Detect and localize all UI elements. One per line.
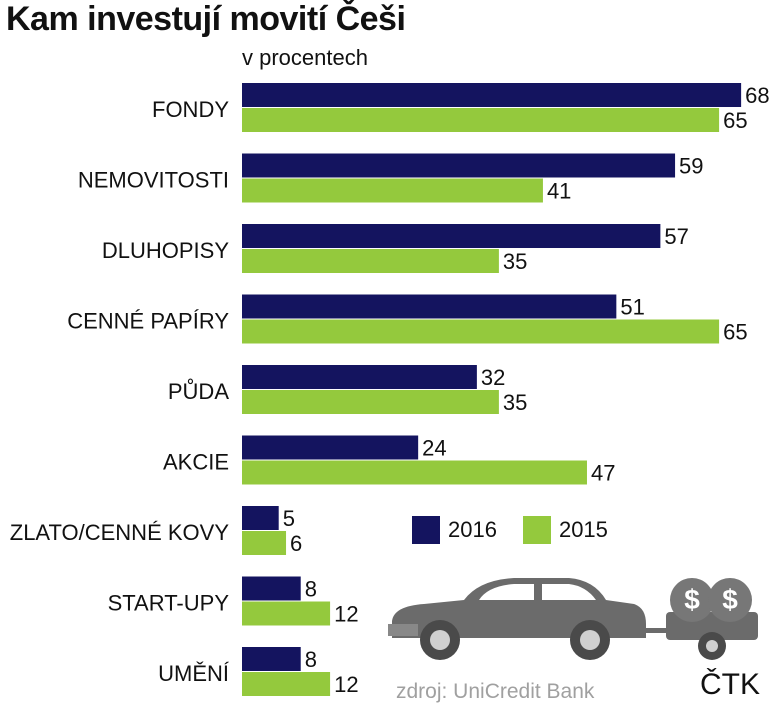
bars-group	[242, 83, 742, 696]
legend-swatch-2016	[412, 516, 440, 544]
value-label-nemovitosti-2015: 41	[547, 179, 571, 204]
value-label-cenne-papiry-2016: 51	[620, 295, 644, 320]
car-with-money-trailer-icon: $ $	[388, 578, 758, 660]
value-label-cenne-papiry-2015: 65	[723, 320, 747, 345]
category-label-akcie: AKCIE	[163, 450, 229, 475]
bar-cenne-papiry-2016	[242, 294, 617, 319]
bar-start-upy-2016	[242, 576, 301, 601]
bar-umeni-2016	[242, 647, 301, 671]
value-label-puda-2015: 35	[503, 390, 527, 415]
bar-dluhopisy-2015	[242, 249, 499, 273]
value-label-zlato-cenne-kovy-2015: 6	[290, 531, 302, 556]
value-label-start-upy-2016: 8	[305, 577, 317, 602]
value-label-umeni-2016: 8	[305, 647, 317, 672]
bar-akcie-2015	[242, 460, 587, 485]
agency-logo-text: ČTK	[700, 668, 760, 701]
category-label-zlato-cenne-kovy: ZLATO/CENNÉ KOVY	[10, 520, 230, 545]
source-note: zdroj: UniCredit Bank	[396, 680, 595, 703]
bar-nemovitosti-2015	[242, 178, 543, 203]
category-label-puda: PŮDA	[168, 379, 229, 404]
category-labels-group: FONDY NEMOVITOSTI DLUHOPISY CENNÉ PAPÍRY PŮD…	[10, 97, 230, 686]
value-label-fondy-2015: 65	[723, 108, 747, 133]
value-label-nemovitosti-2016: 59	[679, 154, 703, 179]
bar-cenne-papiry-2015	[242, 319, 720, 344]
legend-item-2015: 2015	[522, 516, 608, 544]
value-label-zlato-cenne-kovy-2016: 5	[283, 506, 295, 531]
value-label-puda-2016: 32	[481, 365, 505, 390]
category-label-cenne-papiry: CENNÉ PAPÍRY	[67, 309, 229, 334]
legend: 2016 2015	[412, 516, 634, 544]
bar-umeni-2015	[242, 672, 331, 696]
bar-fondy-2015	[242, 108, 720, 132]
bar-nemovitosti-2016	[242, 153, 676, 178]
value-label-fondy-2016: 68	[745, 83, 769, 108]
value-label-umeni-2015: 12	[334, 672, 358, 697]
category-label-nemovitosti: NEMOVITOSTI	[78, 168, 229, 193]
legend-swatch-2015	[522, 516, 551, 544]
value-label-dluhopisy-2016: 57	[664, 224, 688, 249]
bar-akcie-2016	[242, 435, 419, 460]
bar-zlato-cenne-kovy-2016	[242, 506, 279, 530]
category-label-start-upy: START-UPY	[108, 591, 230, 616]
bar-puda-2016	[242, 365, 477, 389]
bar-puda-2015	[242, 390, 499, 414]
bar-dluhopisy-2016	[242, 224, 661, 248]
value-label-akcie-2016: 24	[422, 436, 446, 461]
category-label-dluhopisy: DLUHOPISY	[102, 238, 229, 263]
chart-subtitle: v procentech	[242, 45, 368, 70]
bar-fondy-2016	[242, 83, 742, 107]
category-label-umeni: UMĚNÍ	[158, 661, 230, 686]
bar-zlato-cenne-kovy-2015	[242, 531, 287, 555]
category-label-fondy: FONDY	[152, 97, 229, 122]
legend-label-2015: 2015	[558, 517, 608, 542]
svg-text:$: $	[684, 584, 700, 615]
legend-label-2016: 2016	[448, 517, 497, 542]
value-label-akcie-2015: 47	[591, 461, 615, 486]
value-label-start-upy-2015: 12	[334, 602, 358, 627]
value-label-dluhopisy-2015: 35	[503, 249, 527, 274]
legend-item-2016: 2016	[412, 516, 497, 544]
bar-start-upy-2015	[242, 601, 331, 626]
svg-text:$: $	[722, 584, 738, 615]
chart-title: Kam investují movití Češi	[6, 0, 406, 38]
